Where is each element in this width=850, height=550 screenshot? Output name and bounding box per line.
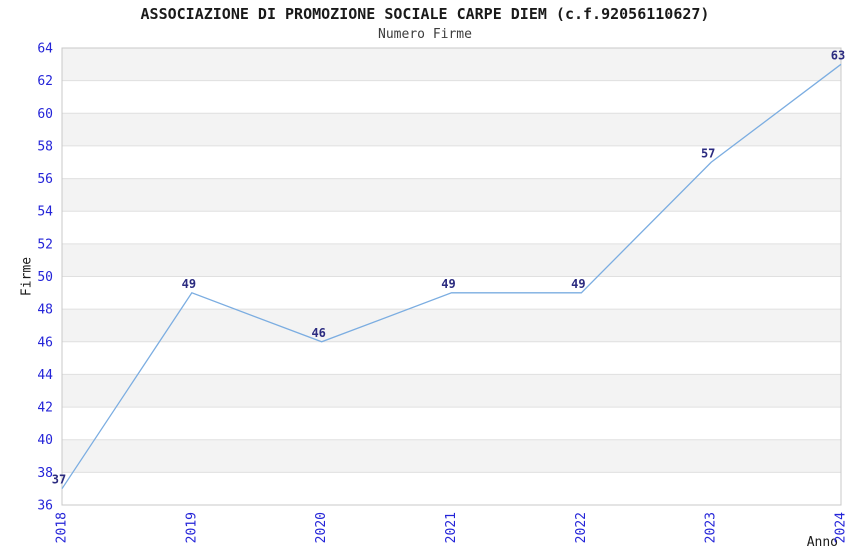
plot-band [62, 178, 841, 212]
series-line [61, 63, 842, 490]
data-point-label: 57 [701, 146, 715, 160]
x-axis-title: Anno [806, 535, 838, 550]
y-tick-label: 40 [37, 433, 53, 448]
chart-title: ASSOCIAZIONE DI PROMOZIONE SOCIALE CARPE… [140, 5, 710, 23]
y-tick-label: 62 [37, 74, 53, 89]
plot-band [62, 439, 841, 473]
data-point-label: 49 [571, 277, 585, 291]
x-tick-label: 2023 [704, 512, 719, 543]
data-point-label: 49 [182, 277, 196, 291]
y-tick-label: 56 [37, 172, 53, 187]
y-tick-label: 52 [37, 237, 53, 252]
plot-band [62, 374, 841, 408]
data-point-label: 63 [831, 48, 845, 62]
y-tick-label: 36 [37, 499, 53, 514]
x-tick-label: 2018 [55, 512, 70, 543]
plot-band [62, 309, 841, 342]
y-tick-label: 60 [37, 107, 53, 122]
plot-band [62, 243, 841, 277]
data-point-label: 37 [52, 473, 66, 487]
x-tick-label: 2020 [314, 512, 329, 543]
y-tick-label: 38 [37, 466, 53, 481]
y-tick-label: 42 [37, 401, 53, 416]
x-tick-label: 2019 [184, 512, 199, 543]
y-tick-label: 58 [37, 139, 53, 154]
x-tick-label: 2022 [574, 512, 589, 543]
chart-subtitle: Numero Firme [378, 27, 472, 42]
plot-border [61, 47, 842, 506]
y-tick-label: 64 [37, 42, 53, 57]
y-tick-label: 50 [37, 270, 53, 285]
x-tick-label: 2021 [444, 512, 459, 543]
plot-band [62, 113, 841, 146]
y-tick-label: 46 [37, 335, 53, 350]
y-tick-label: 54 [37, 205, 53, 220]
y-tick-label: 48 [37, 303, 53, 318]
plot-band [62, 48, 841, 81]
data-point-label: 49 [441, 277, 455, 291]
data-point-label: 46 [311, 326, 325, 340]
x-tick-label: 2024 [834, 512, 849, 543]
y-tick-label: 44 [37, 368, 53, 383]
